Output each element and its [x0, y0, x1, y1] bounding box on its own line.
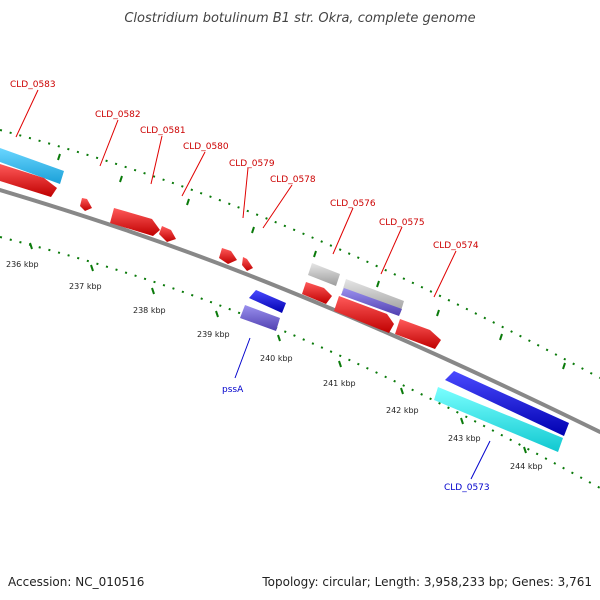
gene-label-cld-0573[interactable]: CLD_0573	[444, 483, 490, 493]
forward-label-leaders	[15, 89, 457, 298]
gene-label-cld-0578[interactable]: CLD_0578	[270, 175, 316, 185]
gene-feature-cld-0581-cds[interactable]	[110, 208, 160, 236]
forward-tick-track	[0, 129, 600, 379]
reverse-label-leaders	[234, 337, 491, 480]
gene-feature-cld-0578-cds[interactable]	[242, 257, 253, 271]
reverse-gene-labels: pssA CLD_0573	[222, 385, 490, 493]
reverse-major-ticks	[29, 242, 527, 454]
gene-label-cld-0581[interactable]: CLD_0581	[140, 126, 186, 136]
gene-feature-cld-0573-cds[interactable]	[445, 371, 569, 436]
gene-feature-cld-0576-cds[interactable]	[302, 282, 332, 304]
genome-backbone	[0, 188, 600, 434]
forward-major-ticks	[57, 153, 566, 370]
gene-label-cld-0580[interactable]: CLD_0580	[183, 142, 229, 152]
gene-label-cld-0582[interactable]: CLD_0582	[95, 110, 141, 120]
reverse-tick-track	[0, 236, 600, 489]
gene-feature-cld-0575-cds[interactable]	[334, 296, 394, 333]
gene-label-cld-0579[interactable]: CLD_0579	[229, 159, 275, 169]
gene-label-cld-0575[interactable]: CLD_0575	[379, 218, 425, 228]
genome-summary-text: Topology: circular; Length: 3,958,233 bp…	[261, 575, 592, 589]
gene-label-cld-0583[interactable]: CLD_0583	[10, 80, 56, 90]
map-title: Clostridium botulinum B1 str. Okra, comp…	[124, 11, 475, 26]
forward-gene-track	[0, 148, 441, 349]
gene-feature-cld-0579-cds[interactable]	[219, 248, 237, 264]
gene-feature-cld-0574-cds[interactable]	[395, 319, 441, 349]
tick-labels: 236 kbp 237 kbp 238 kbp 239 kbp 240 kbp …	[6, 260, 543, 471]
gene-label-cld-0574[interactable]: CLD_0574	[433, 241, 479, 251]
accession-text: Accession: NC_010516	[8, 575, 144, 589]
tick-label-236: 236 kbp	[6, 260, 39, 269]
gene-feature-pssa-pseudo[interactable]	[240, 305, 280, 331]
gene-feature-cld-0582-cds[interactable]	[80, 198, 92, 211]
gene-label-cld-0576[interactable]: CLD_0576	[330, 199, 376, 209]
gene-feature-cld-0583[interactable]	[0, 148, 64, 184]
tick-label-240: 240 kbp	[260, 354, 293, 363]
gene-label-pssa[interactable]: pssA	[222, 385, 244, 395]
reverse-gene-track	[240, 290, 569, 452]
gene-feature-cld-0576-other[interactable]	[308, 263, 340, 286]
forward-gene-labels: CLD_0583 CLD_0582 CLD_0581 CLD_0580 CLD_…	[10, 80, 479, 251]
tick-label-244: 244 kbp	[510, 462, 543, 471]
gene-feature-cld-0573-gene[interactable]	[434, 387, 563, 452]
tick-label-243: 243 kbp	[448, 434, 481, 443]
gene-feature-cld-0583-cds[interactable]	[0, 164, 57, 197]
gene-feature-cld-0580-cds[interactable]	[159, 226, 176, 242]
tick-label-238: 238 kbp	[133, 306, 166, 315]
tick-label-237: 237 kbp	[69, 282, 102, 291]
gene-feature-pssa-cds[interactable]	[249, 290, 286, 313]
tick-label-239: 239 kbp	[197, 330, 230, 339]
gene-feature-cld-0575-pseudo[interactable]	[341, 288, 402, 316]
tick-label-242: 242 kbp	[386, 406, 419, 415]
tick-label-241: 241 kbp	[323, 379, 356, 388]
